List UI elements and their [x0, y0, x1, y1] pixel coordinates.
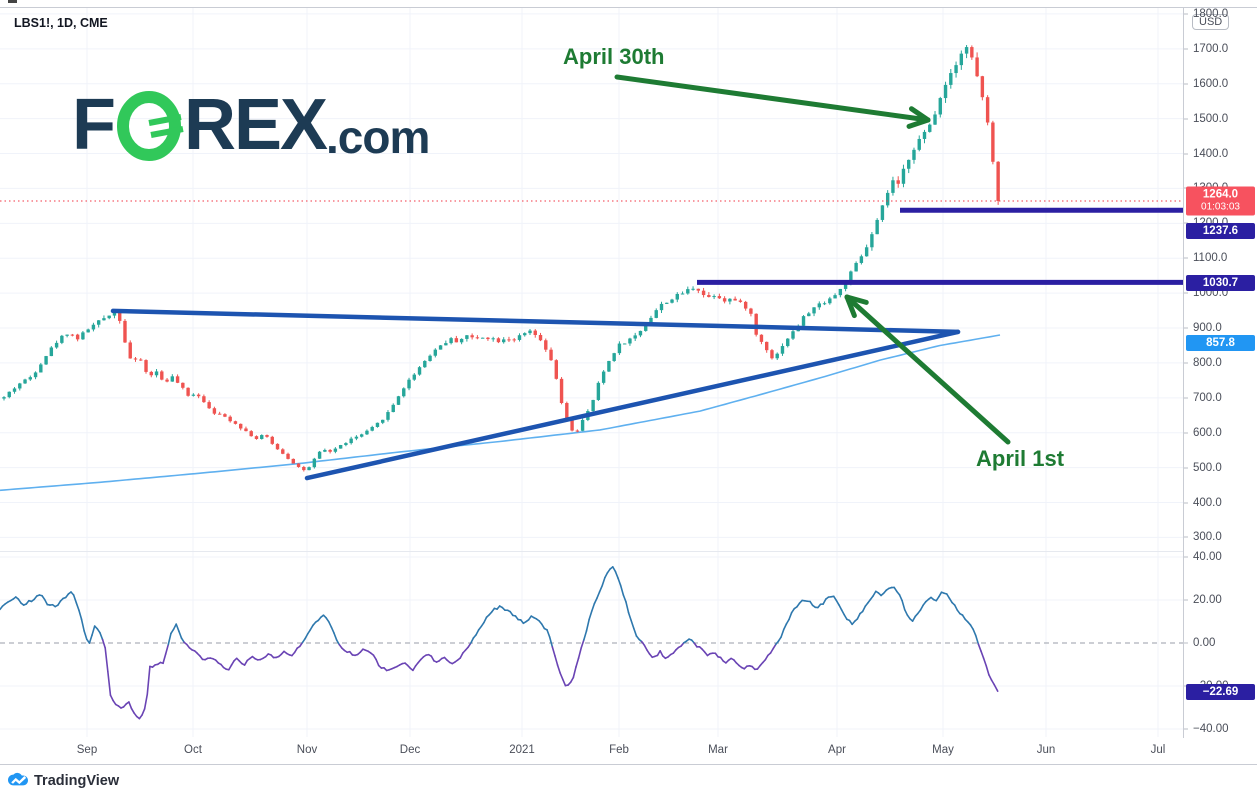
scale-tick-label: 40.00	[1193, 551, 1222, 563]
tradingview-brand-text: TradingView	[34, 773, 120, 789]
ray-price-tag-1030: 1030.7	[1186, 275, 1255, 291]
watermark-letter-f: F	[72, 85, 116, 165]
scale-tick-label: 1100.0	[1193, 252, 1228, 265]
time-axis-label: May	[932, 744, 954, 756]
time-scale[interactable]: Sep Oct Nov Dec 2021 Feb Mar Apr May Jun Jul	[0, 738, 1257, 765]
time-axis-label: Apr	[828, 744, 846, 756]
scale-tick-label: 1500.0	[1193, 112, 1229, 125]
forex-watermark: F REX .com	[72, 85, 430, 165]
last-price-value: 1264.0	[1202, 188, 1239, 201]
panel-divider[interactable]	[0, 551, 1183, 552]
time-axis-label: 2021	[509, 744, 535, 756]
scale-tick-label: 1800.0	[1193, 7, 1229, 20]
tradingview-logo[interactable]: TradingView	[7, 771, 119, 791]
watermark-dot-com: .com	[326, 111, 430, 163]
bar-countdown: 01:03:03	[1201, 201, 1240, 213]
time-axis-label: Sep	[76, 744, 98, 756]
chart-top-border	[0, 7, 1257, 8]
trendline[interactable]	[110, 308, 961, 335]
scale-tick-label: 700.0	[1193, 391, 1222, 404]
time-axis-label: Oct	[184, 744, 202, 756]
watermark-letters-rex: REX	[183, 85, 328, 165]
currency-unit-badge[interactable]: USD	[1192, 14, 1230, 30]
last-price-tag: 1264.0 01:03:03	[1186, 186, 1255, 216]
footer-bar: TradingView	[0, 765, 1257, 800]
ma-value-tag: 857.8	[1186, 335, 1255, 351]
chart-canvas[interactable]	[0, 0, 1183, 738]
annotation-arrow[interactable]	[844, 294, 1011, 445]
scale-tick-label: 1700.0	[1193, 42, 1229, 55]
indicator-line[interactable]	[0, 566, 999, 720]
time-axis-label: Feb	[609, 744, 629, 756]
annotation-arrow[interactable]	[614, 74, 931, 129]
tradingview-cloud-icon	[8, 772, 28, 786]
scale-tick-label: 300.0	[1193, 531, 1222, 544]
symbol-title[interactable]: LBS1!, 1D, CME	[14, 16, 108, 30]
ray-price-tag-1237: 1237.6	[1186, 223, 1255, 239]
time-axis-label: Jul	[1150, 744, 1166, 756]
scale-tick-label: 20.00	[1193, 594, 1222, 606]
indicator-value-tag: −22.69	[1186, 684, 1255, 700]
scale-tick-label: 900.0	[1193, 322, 1222, 335]
annotation-april-30[interactable]: April 30th	[563, 44, 665, 69]
scale-tick-label: 1600.0	[1193, 77, 1229, 90]
scale-tick-label: 0.00	[1193, 637, 1216, 649]
scale-tick-label: 400.0	[1193, 496, 1222, 509]
time-axis-label: Nov	[296, 744, 318, 756]
watermark-o-icon	[116, 91, 184, 161]
scale-tick-label: 800.0	[1193, 356, 1222, 369]
trendline[interactable]	[304, 329, 961, 481]
scale-tick-label: 1400.0	[1193, 147, 1229, 160]
annotation-april-1[interactable]: April 1st	[976, 446, 1065, 471]
scale-tick-label: −40.00	[1193, 723, 1229, 735]
time-axis-label: Dec	[399, 744, 421, 756]
moving-average-line[interactable]	[0, 334, 1001, 492]
scale-tick-label: 600.0	[1193, 426, 1222, 439]
time-axis-label: Jun	[1036, 744, 1056, 756]
price-scale[interactable]: USD 1800.01700.01600.01500.01400.01300.0…	[1183, 8, 1257, 764]
cropped-toolbar-strip	[0, 0, 1257, 7]
cropped-toolbar-fragment	[8, 0, 17, 3]
time-axis-label: Mar	[708, 744, 728, 756]
grid-lines	[0, 8, 1183, 737]
scale-tick-label: 500.0	[1193, 461, 1222, 474]
